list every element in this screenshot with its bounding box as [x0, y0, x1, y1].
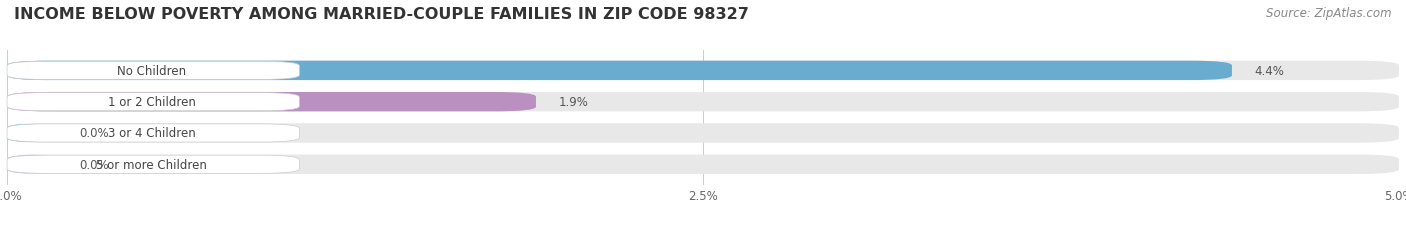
FancyBboxPatch shape [7, 61, 1399, 81]
FancyBboxPatch shape [7, 124, 299, 143]
FancyBboxPatch shape [7, 93, 536, 112]
FancyBboxPatch shape [7, 155, 58, 174]
Text: 1.9%: 1.9% [558, 96, 588, 109]
Text: 4.4%: 4.4% [1254, 65, 1284, 78]
Text: 0.0%: 0.0% [79, 127, 110, 140]
Text: No Children: No Children [117, 65, 187, 78]
FancyBboxPatch shape [7, 62, 299, 80]
FancyBboxPatch shape [7, 124, 1399, 143]
FancyBboxPatch shape [7, 93, 1399, 112]
FancyBboxPatch shape [7, 155, 1399, 174]
FancyBboxPatch shape [7, 93, 299, 111]
FancyBboxPatch shape [7, 61, 1232, 81]
Text: 3 or 4 Children: 3 or 4 Children [108, 127, 195, 140]
Text: Source: ZipAtlas.com: Source: ZipAtlas.com [1267, 7, 1392, 20]
Text: 5 or more Children: 5 or more Children [97, 158, 207, 171]
Text: INCOME BELOW POVERTY AMONG MARRIED-COUPLE FAMILIES IN ZIP CODE 98327: INCOME BELOW POVERTY AMONG MARRIED-COUPL… [14, 7, 749, 22]
FancyBboxPatch shape [7, 155, 299, 173]
FancyBboxPatch shape [7, 124, 58, 143]
Text: 0.0%: 0.0% [79, 158, 110, 171]
Text: 1 or 2 Children: 1 or 2 Children [108, 96, 195, 109]
